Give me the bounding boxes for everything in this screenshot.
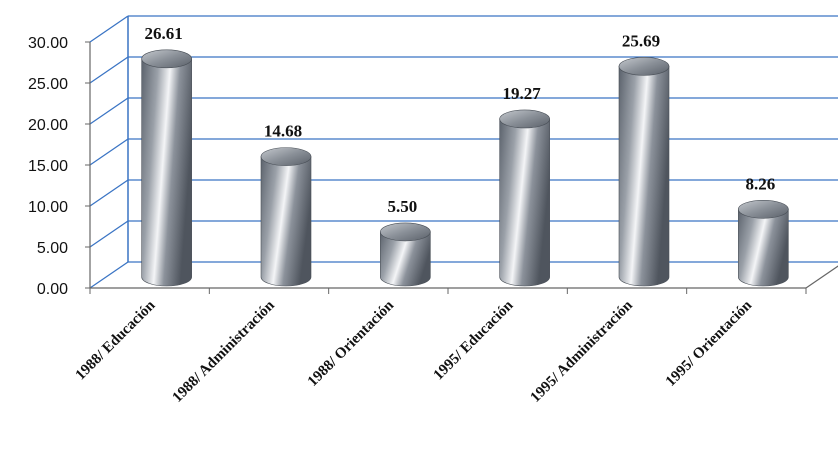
bar-top [260,147,312,166]
data-label: 8.26 [745,174,775,193]
gridline-diagonal [89,179,129,207]
gridline-diagonal [89,97,129,125]
x-tick-label: 1988/ Educación [73,297,159,383]
x-tick-label: 1995/ Educación [431,297,517,383]
floor-right-edge [805,265,838,289]
y-tick-label: 30.00 [28,35,68,52]
bar [499,109,550,287]
y-tick-label: 10.00 [28,199,68,216]
y-tick-label: 25.00 [28,76,68,93]
bar-body [141,58,192,287]
axes [85,41,838,294]
x-tick-label: 1988/ Administración [170,297,279,406]
gridline-diagonal [89,56,129,84]
x-tick-label: 1995/ Orientación [663,297,756,390]
grid [89,15,838,289]
x-tick-label: 1995/ Administración [528,297,637,406]
bar [738,199,789,287]
gridline-diagonal [89,261,129,289]
y-tick-label: 20.00 [28,117,68,134]
gridline-diagonal [89,15,129,43]
bar [141,49,192,287]
bar-body [618,66,670,287]
gridline-diagonal [89,220,129,248]
bar-top [738,199,789,219]
bar [260,147,312,287]
y-tick-label: 0.00 [37,281,68,298]
bar-top [141,49,192,69]
y-tick-label: 5.00 [37,240,68,257]
data-label: 5.50 [387,197,417,216]
data-label: 25.69 [622,31,660,50]
gridline-diagonal [89,138,129,166]
bar-body [738,208,789,287]
data-label: 26.61 [145,24,183,43]
bar-body [380,231,431,287]
bars [141,49,789,287]
bar-top [380,222,431,242]
data-label: 14.68 [264,122,302,141]
bar-body [499,118,550,287]
bar [618,57,670,287]
data-label: 19.27 [503,84,542,103]
bar-top [618,57,670,76]
bar-body [260,156,312,287]
bar [380,222,431,287]
bar-top [499,109,550,129]
x-tick-label: 1988/ Orientación [305,297,398,390]
y-tick-label: 15.00 [28,158,68,175]
